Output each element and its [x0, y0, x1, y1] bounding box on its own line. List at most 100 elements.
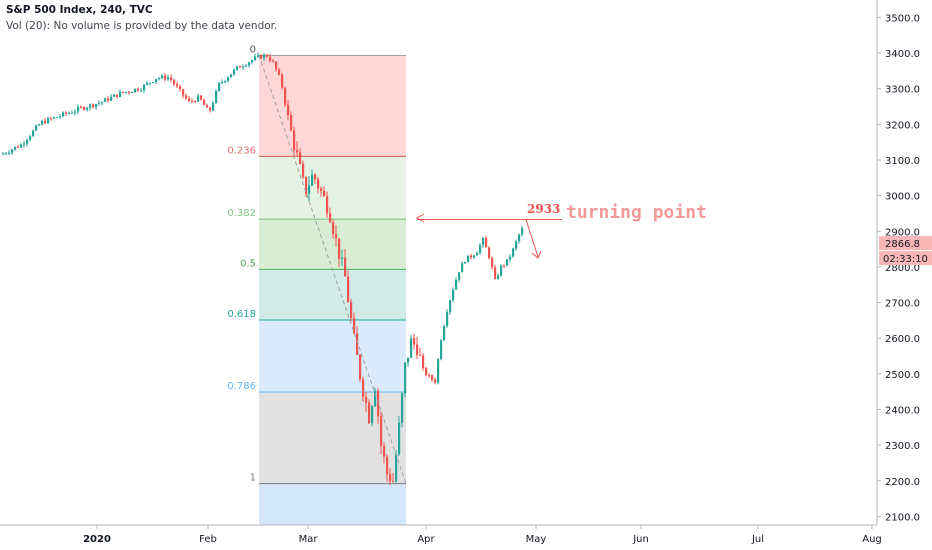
candle-body	[92, 104, 95, 108]
candle-body	[17, 146, 20, 148]
candle-body	[434, 379, 437, 383]
fib-level-label: 0.382	[227, 208, 256, 219]
candle-body	[455, 279, 458, 290]
candles	[2, 52, 524, 486]
candle-body	[287, 104, 290, 116]
candle-body	[380, 416, 383, 446]
candle-body	[317, 179, 320, 189]
price-tick-label: 2200.0	[885, 477, 920, 488]
candle-body	[476, 252, 479, 256]
candle-body	[32, 130, 35, 137]
candle-body	[131, 91, 134, 93]
turning-point-text[interactable]: turning point	[566, 202, 707, 223]
candle-body	[446, 312, 449, 326]
candle-body	[5, 153, 8, 155]
candle-body	[461, 263, 464, 273]
countdown-label: 02:33:10	[883, 254, 928, 265]
candle-body	[290, 115, 293, 131]
candle-body	[311, 174, 314, 186]
price-tick-label: 3400.0	[885, 49, 920, 60]
candle-body	[425, 367, 428, 376]
candle-body	[260, 54, 263, 59]
candle-body	[302, 163, 305, 177]
candle-body	[149, 82, 152, 84]
price-tick-label: 3000.0	[885, 192, 920, 203]
candle-body	[155, 78, 158, 83]
candle-body	[359, 354, 362, 380]
candle-body	[41, 120, 44, 125]
candle-body	[8, 152, 11, 154]
candle-body	[248, 62, 251, 66]
candle-body	[353, 318, 356, 334]
candle-body	[197, 95, 200, 102]
candle-body	[203, 99, 206, 106]
candle-body	[185, 95, 188, 99]
candle-body	[11, 149, 14, 153]
candle-body	[494, 267, 497, 279]
candle-body	[320, 188, 323, 191]
candle-body	[422, 355, 425, 368]
candle-body	[284, 87, 287, 105]
fib-level-label: 0.786	[227, 381, 256, 392]
candle-body	[518, 234, 521, 242]
candle-body	[218, 82, 221, 91]
candle-body	[308, 185, 311, 194]
candle-body	[86, 107, 89, 110]
candle-body	[233, 69, 236, 75]
price-axis[interactable]	[877, 0, 932, 550]
candle-body	[299, 152, 302, 164]
candle-body	[281, 74, 284, 88]
candle-body	[89, 104, 92, 108]
candle-body	[53, 117, 56, 119]
candle-body	[173, 80, 176, 85]
candle-body	[104, 98, 107, 102]
fib-zone	[259, 55, 406, 157]
time-tick-label: 2020	[83, 534, 111, 545]
candle-body	[119, 91, 122, 97]
candle-body	[152, 82, 155, 84]
candle-body	[77, 106, 80, 112]
candle-body	[188, 98, 191, 101]
candle-body	[179, 86, 182, 90]
symbol-title[interactable]: S&P 500 Index, 240, TVC	[6, 4, 153, 16]
time-axis[interactable]	[0, 525, 877, 550]
arrow-down-line	[525, 219, 539, 258]
candle-body	[125, 91, 128, 93]
candle-body	[2, 153, 5, 155]
candle-body	[206, 105, 209, 108]
candle-body	[509, 256, 512, 260]
candle-body	[20, 144, 23, 148]
price-tick-label: 2100.0	[885, 512, 920, 523]
candle-body	[389, 474, 392, 482]
fib-trend-line[interactable]	[258, 55, 407, 484]
price-tick-label: 3200.0	[885, 120, 920, 131]
candle-body	[146, 82, 149, 85]
fib-zone	[259, 156, 406, 220]
candle-body	[464, 262, 467, 264]
price-tick-label: 2500.0	[885, 370, 920, 381]
candle-body	[362, 379, 365, 398]
candle-body	[338, 238, 341, 259]
candle-body	[401, 393, 404, 423]
candle-body	[176, 84, 179, 87]
candle-body	[407, 357, 410, 363]
time-tick-label: May	[526, 534, 547, 545]
candle-body	[38, 124, 41, 126]
fib-level-label: 0	[250, 44, 256, 55]
volume-legend: Vol (20): No volume is provided by the d…	[6, 20, 278, 32]
current-price-badge[interactable]	[879, 236, 932, 251]
candle-body	[419, 354, 422, 356]
turning-level-label[interactable]: 2933	[527, 202, 560, 216]
fib-level-label: 0.5	[240, 258, 256, 269]
candle-body	[278, 69, 281, 75]
fib-zone-extension	[259, 483, 406, 525]
candle-body	[98, 103, 101, 105]
price-tick-label: 3500.0	[885, 13, 920, 24]
candle-body	[371, 406, 374, 424]
candle-body	[266, 54, 269, 57]
candle-body	[116, 94, 119, 97]
candle-body	[122, 91, 125, 93]
candle-body	[410, 338, 413, 358]
candle-body	[512, 248, 515, 257]
